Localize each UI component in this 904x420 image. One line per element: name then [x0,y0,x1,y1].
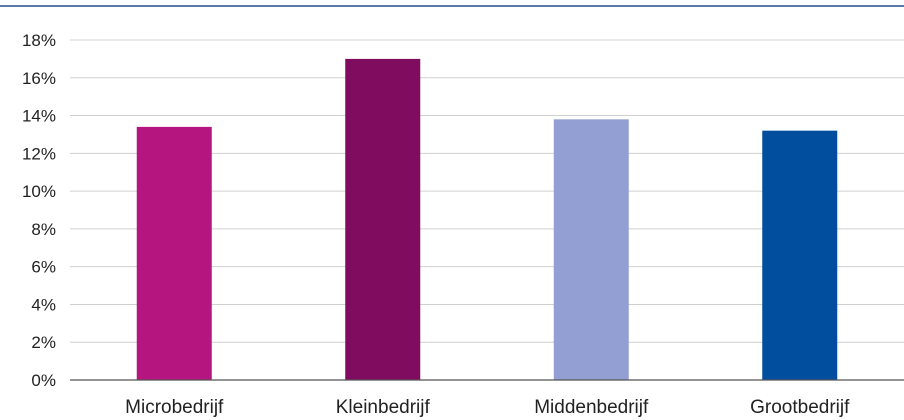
y-tick-label: 16% [22,69,56,88]
x-category-label: Microbedrijf [125,397,224,418]
y-tick-label: 10% [22,182,56,201]
y-tick-label: 12% [22,144,56,163]
x-category-label: Middenbedrijf [534,397,649,418]
x-category-label: Kleinbedrijf [336,397,431,418]
x-axis-labels: Microbedrijf Kleinbedrijf Middenbedrijf Gro… [125,397,850,418]
y-tick-label: 18% [22,31,56,50]
bar-middenbedrijf [553,119,629,380]
bar-kleinbedrijf [345,58,421,381]
y-axis-ticks: 0% 2% 4% 6% 8% 10% 12% 14% 16% 18% [22,31,56,390]
y-tick-label: 0% [31,371,56,390]
y-tick-label: 14% [22,107,56,126]
bar-microbedrijf [136,126,212,380]
y-tick-label: 4% [31,295,56,314]
y-tick-label: 8% [31,220,56,239]
y-tick-label: 6% [31,258,56,277]
bar-grootbedrijf [762,130,838,380]
bars [136,58,838,381]
y-tick-label: 2% [31,333,56,352]
x-category-label: Grootbedrijf [750,397,850,418]
